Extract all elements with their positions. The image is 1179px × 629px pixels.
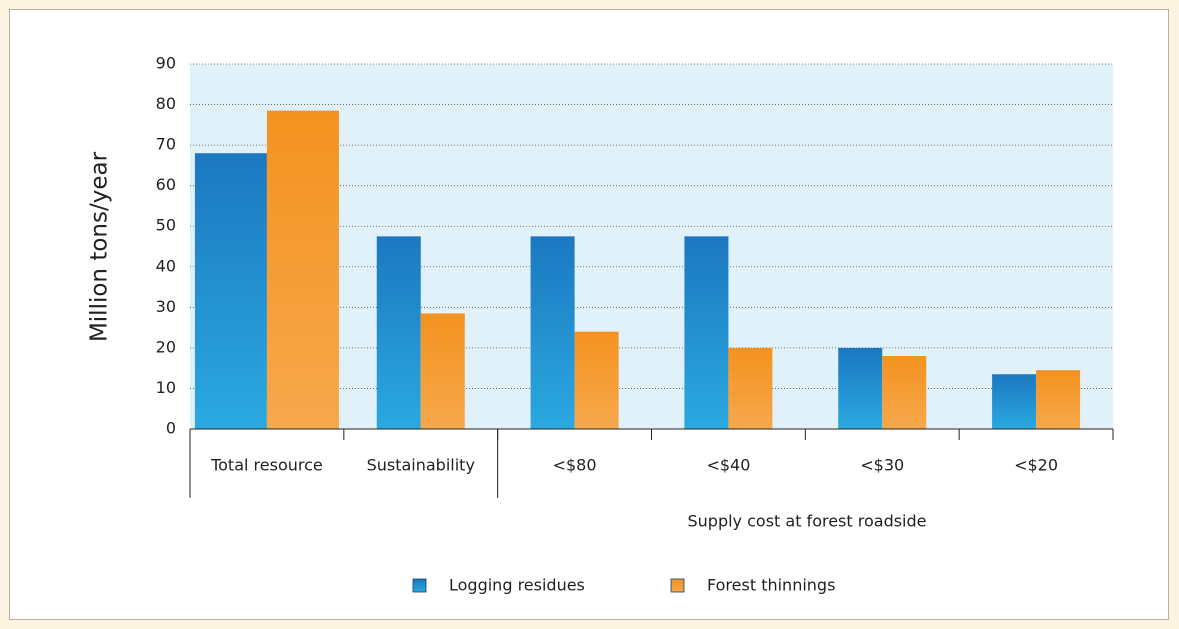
y-tick-label: 30	[156, 297, 176, 316]
x-group-label: Supply cost at forest roadside	[688, 512, 927, 531]
bar	[376, 236, 421, 429]
bar	[684, 236, 729, 429]
y-axis-label: Million tons/year	[87, 151, 113, 342]
y-tick-label: 70	[156, 135, 176, 154]
x-tick-label: Sustainability	[367, 456, 475, 475]
x-tick-label: <$40	[706, 456, 750, 475]
x-tick-label: <$80	[553, 456, 597, 475]
x-tick-label: Total resource	[210, 456, 323, 475]
bar	[1036, 370, 1081, 429]
legend-swatch	[670, 578, 685, 593]
bar	[728, 347, 773, 429]
y-tick-label: 20	[156, 337, 176, 356]
y-tick-label: 40	[156, 256, 176, 275]
legend-label: Logging residues	[449, 576, 585, 595]
bar	[838, 347, 883, 429]
y-tick-label: 60	[156, 175, 176, 194]
y-tick-label: 50	[156, 216, 176, 235]
y-tick-label: 10	[156, 378, 176, 397]
y-tick-label: 80	[156, 94, 176, 113]
legend-swatch	[412, 578, 427, 593]
plot-area	[190, 64, 1113, 429]
bar	[420, 313, 465, 429]
x-tick-label: <$20	[1014, 456, 1058, 475]
bar	[574, 331, 619, 429]
y-tick-label: 0	[166, 419, 176, 438]
bar	[194, 153, 267, 429]
y-tick-label: 90	[156, 54, 176, 73]
legend-label: Forest thinnings	[707, 576, 835, 595]
bar	[992, 374, 1037, 429]
bar	[882, 356, 927, 429]
bar	[530, 236, 575, 429]
bar	[266, 110, 339, 429]
x-tick-label: <$30	[860, 456, 904, 475]
